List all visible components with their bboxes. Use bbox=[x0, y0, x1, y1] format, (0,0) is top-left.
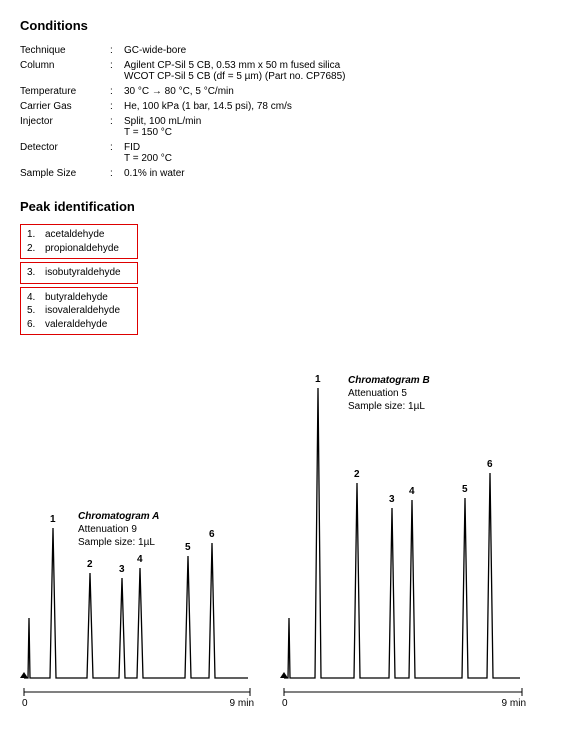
peak-label: 2 bbox=[87, 559, 93, 570]
x-axis-end: 9 min bbox=[502, 698, 526, 709]
condition-value: GC-wide-bore bbox=[124, 43, 424, 58]
peak-label: 6 bbox=[209, 529, 215, 540]
peak-label: 3 bbox=[389, 494, 395, 505]
peak-item: 6.valeraldehyde bbox=[27, 318, 131, 332]
conditions-table: Technique:GC-wide-boreColumn:Agilent CP-… bbox=[20, 43, 424, 181]
peak-label: 3 bbox=[119, 564, 125, 575]
condition-row: Sample Size:0.1% in water bbox=[20, 166, 424, 181]
condition-key: Sample Size bbox=[20, 166, 110, 181]
condition-key: Injector bbox=[20, 114, 110, 140]
peak-item: 3.isobutyraldehyde bbox=[27, 266, 131, 280]
peak-id-list: 1.acetaldehyde2.propionaldehyde 3.isobuty… bbox=[20, 224, 542, 335]
condition-value: FIDT = 200 °C bbox=[124, 140, 424, 166]
peak-label: 1 bbox=[50, 514, 56, 525]
condition-row: Technique:GC-wide-bore bbox=[20, 43, 424, 58]
condition-key: Carrier Gas bbox=[20, 99, 110, 114]
chromatogram-label: Chromatogram BAttenuation 5Sample size: … bbox=[348, 374, 430, 413]
condition-row: Temperature:30 °C → 80 °C, 5 °C/min bbox=[20, 84, 424, 99]
peak-item: 1.acetaldehyde bbox=[27, 228, 131, 242]
peak-label: 4 bbox=[137, 554, 143, 565]
peak-item: 4.butyraldehyde bbox=[27, 291, 131, 305]
peak-label: 2 bbox=[354, 469, 360, 480]
condition-key: Column bbox=[20, 58, 110, 84]
condition-row: Column:Agilent CP-Sil 5 CB, 0.53 mm x 50… bbox=[20, 58, 424, 84]
condition-row: Carrier Gas:He, 100 kPa (1 bar, 14.5 psi… bbox=[20, 99, 424, 114]
condition-value: 0.1% in water bbox=[124, 166, 424, 181]
condition-value: 30 °C → 80 °C, 5 °C/min bbox=[124, 84, 424, 99]
peak-group: 3.isobutyraldehyde bbox=[20, 262, 138, 284]
condition-value: Split, 100 mL/minT = 150 °C bbox=[124, 114, 424, 140]
peak-id-heading: Peak identification bbox=[20, 199, 542, 214]
chromatogram-a: 1 2 3 4 5 6 0 9 min Chromatogram AAttenuation 9S… bbox=[20, 378, 258, 718]
chromatogram-b: 12345609 minChromatogram BAttenuation 5S… bbox=[280, 378, 530, 718]
peak-item: 2.propionaldehyde bbox=[27, 242, 131, 256]
peak-label: 5 bbox=[185, 542, 191, 553]
peak-label: 6 bbox=[487, 459, 493, 470]
condition-key: Detector bbox=[20, 140, 110, 166]
x-axis-start: 0 bbox=[22, 698, 28, 709]
condition-row: Detector:FIDT = 200 °C bbox=[20, 140, 424, 166]
peak-label: 5 bbox=[462, 484, 468, 495]
condition-value: He, 100 kPa (1 bar, 14.5 psi), 78 cm/s bbox=[124, 99, 424, 114]
condition-value: Agilent CP-Sil 5 CB, 0.53 mm x 50 m fuse… bbox=[124, 58, 424, 84]
condition-key: Technique bbox=[20, 43, 110, 58]
chromatogram-area: 1 2 3 4 5 6 0 9 min Chromatogram AAttenuation 9S… bbox=[20, 338, 542, 718]
conditions-heading: Conditions bbox=[20, 18, 542, 33]
condition-key: Temperature bbox=[20, 84, 110, 99]
peak-label: 1 bbox=[315, 374, 321, 385]
peak-group: 4.butyraldehyde5.isovaleraldehyde6.valer… bbox=[20, 287, 138, 336]
chromatogram-label: Chromatogram AAttenuation 9Sample size: … bbox=[78, 510, 159, 549]
x-axis-start: 0 bbox=[282, 698, 288, 709]
x-axis-end: 9 min bbox=[230, 698, 254, 709]
peak-item: 5.isovaleraldehyde bbox=[27, 304, 131, 318]
peak-label: 4 bbox=[409, 486, 415, 497]
peak-group: 1.acetaldehyde2.propionaldehyde bbox=[20, 224, 138, 259]
condition-row: Injector:Split, 100 mL/minT = 150 °C bbox=[20, 114, 424, 140]
